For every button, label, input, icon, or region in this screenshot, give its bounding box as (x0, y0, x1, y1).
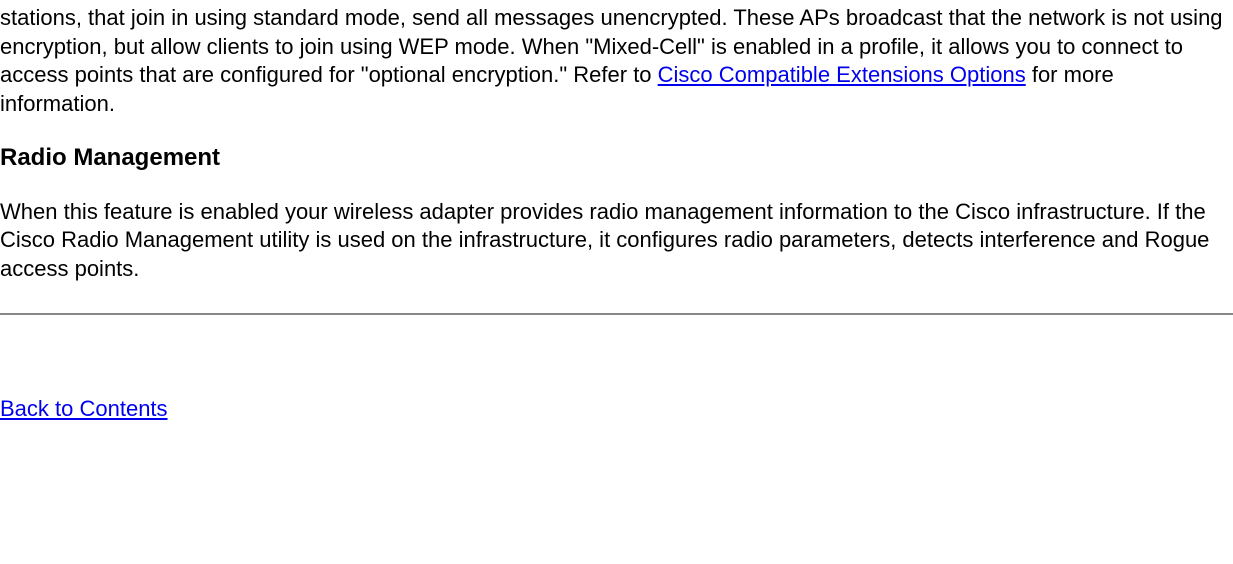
back-to-contents-link[interactable]: Back to Contents (0, 396, 168, 421)
back-link-container: Back to Contents (0, 395, 1233, 424)
radio-management-paragraph: When this feature is enabled your wirele… (0, 198, 1233, 284)
cisco-extensions-link[interactable]: Cisco Compatible Extensions Options (658, 62, 1026, 87)
section-divider (0, 313, 1233, 315)
intro-paragraph: stations, that join in using standard mo… (0, 4, 1233, 118)
radio-management-heading: Radio Management (0, 142, 1233, 173)
